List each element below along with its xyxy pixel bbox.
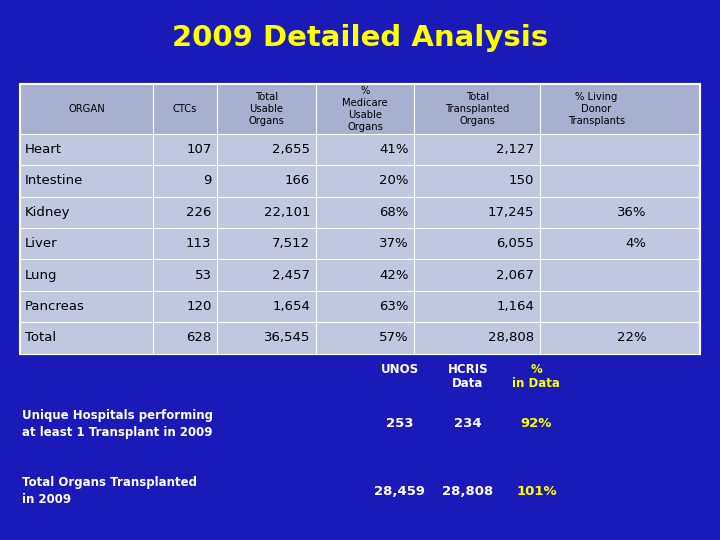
FancyBboxPatch shape xyxy=(20,259,700,291)
Text: 2,127: 2,127 xyxy=(496,143,534,156)
Text: UNOS: UNOS xyxy=(381,363,418,376)
Text: 107: 107 xyxy=(186,143,212,156)
Text: 2,457: 2,457 xyxy=(272,268,310,282)
Text: ORGAN: ORGAN xyxy=(68,104,105,114)
Text: 63%: 63% xyxy=(379,300,409,313)
Text: Heart: Heart xyxy=(25,143,62,156)
Text: Unique Hospitals performing
at least 1 Transplant in 2009: Unique Hospitals performing at least 1 T… xyxy=(22,409,212,439)
Text: 628: 628 xyxy=(186,332,212,345)
Text: 17,245: 17,245 xyxy=(488,206,534,219)
Text: 68%: 68% xyxy=(379,206,409,219)
Text: in Data: in Data xyxy=(513,377,560,390)
Text: %
Medicare
Usable
Organs: % Medicare Usable Organs xyxy=(342,86,388,132)
Text: 37%: 37% xyxy=(379,237,409,250)
Text: 2,067: 2,067 xyxy=(497,268,534,282)
Text: 20%: 20% xyxy=(379,174,409,187)
Text: Kidney: Kidney xyxy=(25,206,71,219)
Text: Total
Usable
Organs: Total Usable Organs xyxy=(248,92,284,126)
Text: %: % xyxy=(531,363,542,376)
Text: % Living
Donor
Transplants: % Living Donor Transplants xyxy=(567,92,625,126)
FancyBboxPatch shape xyxy=(20,165,700,197)
FancyBboxPatch shape xyxy=(20,228,700,259)
Text: 57%: 57% xyxy=(379,332,409,345)
FancyBboxPatch shape xyxy=(20,197,700,228)
Text: 253: 253 xyxy=(386,417,413,430)
Text: 1,164: 1,164 xyxy=(497,300,534,313)
Text: 42%: 42% xyxy=(379,268,409,282)
Text: 28,459: 28,459 xyxy=(374,485,425,498)
Text: Pancreas: Pancreas xyxy=(25,300,85,313)
FancyBboxPatch shape xyxy=(20,84,700,134)
Text: 4%: 4% xyxy=(626,237,647,250)
Text: 28,808: 28,808 xyxy=(488,332,534,345)
Text: 2009 Detailed Analysis: 2009 Detailed Analysis xyxy=(172,24,548,52)
Text: Total: Total xyxy=(25,332,56,345)
Text: 2,655: 2,655 xyxy=(272,143,310,156)
Text: 41%: 41% xyxy=(379,143,409,156)
Text: 101%: 101% xyxy=(516,485,557,498)
Text: Liver: Liver xyxy=(25,237,58,250)
Text: 22%: 22% xyxy=(617,332,647,345)
FancyBboxPatch shape xyxy=(20,134,700,165)
Text: HCRIS: HCRIS xyxy=(448,363,488,376)
Text: 6,055: 6,055 xyxy=(497,237,534,250)
Text: 150: 150 xyxy=(509,174,534,187)
Text: Lung: Lung xyxy=(25,268,58,282)
Text: Total
Transplanted
Organs: Total Transplanted Organs xyxy=(445,92,510,126)
Text: CTCs: CTCs xyxy=(173,104,197,114)
FancyBboxPatch shape xyxy=(20,84,700,354)
Text: 53: 53 xyxy=(194,268,212,282)
Text: 36%: 36% xyxy=(617,206,647,219)
Text: Intestine: Intestine xyxy=(25,174,84,187)
Text: 28,808: 28,808 xyxy=(442,485,494,498)
FancyBboxPatch shape xyxy=(20,291,700,322)
Text: 166: 166 xyxy=(285,174,310,187)
Text: Data: Data xyxy=(452,377,484,390)
Text: 9: 9 xyxy=(203,174,212,187)
Text: 1,654: 1,654 xyxy=(272,300,310,313)
Text: 120: 120 xyxy=(186,300,212,313)
Text: 22,101: 22,101 xyxy=(264,206,310,219)
Text: 113: 113 xyxy=(186,237,212,250)
Text: 92%: 92% xyxy=(521,417,552,430)
Text: 7,512: 7,512 xyxy=(272,237,310,250)
Text: 234: 234 xyxy=(454,417,482,430)
FancyBboxPatch shape xyxy=(20,322,700,354)
Text: 36,545: 36,545 xyxy=(264,332,310,345)
Text: 226: 226 xyxy=(186,206,212,219)
Text: Total Organs Transplanted
in 2009: Total Organs Transplanted in 2009 xyxy=(22,476,197,507)
